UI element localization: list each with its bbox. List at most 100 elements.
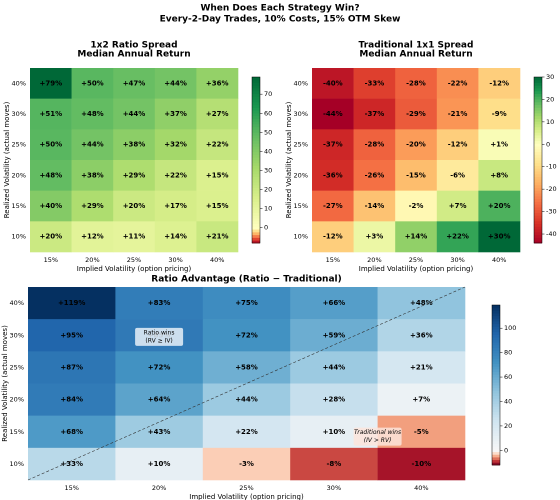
colorbar-slice <box>534 107 542 111</box>
cell-label: -20% <box>406 141 426 149</box>
colorbar-tick-label: 60 <box>264 109 272 117</box>
cell-label: -21% <box>448 110 468 118</box>
colorbar-tick-label: 20 <box>546 95 554 103</box>
colorbar-slice <box>252 179 260 183</box>
cell-label: +28% <box>323 396 346 404</box>
heatmap-cell <box>115 287 204 320</box>
cell-label: -8% <box>327 460 342 468</box>
colorbar-slice <box>252 187 260 191</box>
cell-label: -12% <box>448 141 468 149</box>
colorbar-slice <box>252 165 260 169</box>
colorbar-slice <box>534 99 542 103</box>
cell-label: +1% <box>490 141 508 149</box>
y-axis-label: Realized Volatility (actual moves) <box>285 101 293 218</box>
heatmap-cell <box>353 190 396 222</box>
colorbar-slice <box>492 403 500 407</box>
colorbar-slice <box>252 82 260 86</box>
colorbar-slice <box>252 218 260 222</box>
colorbar-slice <box>252 104 260 108</box>
colorbar-slice <box>492 313 500 317</box>
colorbar-slice <box>534 132 542 136</box>
cell-label: -37% <box>365 110 385 118</box>
colorbar-slice <box>534 90 542 94</box>
colorbar-slice <box>534 223 542 227</box>
colorbar-slice <box>492 387 500 391</box>
y-tick-label: 25% <box>10 363 24 371</box>
x-tick-label: 25% <box>127 256 141 264</box>
colorbar-tick-label: 100 <box>504 324 516 332</box>
heatmap-cell <box>395 129 438 161</box>
cell-label: +32% <box>164 141 187 149</box>
colorbar-slice <box>534 184 542 189</box>
colorbar-slice <box>534 204 542 208</box>
cell-label: +36% <box>206 79 229 87</box>
colorbar-slice <box>252 234 260 238</box>
heatmap-cell <box>115 383 204 416</box>
colorbar-slice <box>252 88 260 92</box>
heatmap-cell <box>113 98 156 130</box>
heatmap-cell <box>28 287 116 320</box>
cell-label: +75% <box>235 299 258 307</box>
colorbar-slice <box>492 321 500 325</box>
cell-label: +11% <box>123 233 146 241</box>
colorbar-slice <box>252 126 260 130</box>
x-tick-label: 40% <box>414 484 428 492</box>
heatmap-cell <box>290 351 378 384</box>
colorbar-slice <box>252 79 260 83</box>
colorbar-slice <box>492 398 500 402</box>
heatmap-cell <box>30 221 72 253</box>
colorbar-slice <box>534 231 542 236</box>
colorbar-tick-label: -20 <box>546 185 557 193</box>
colorbar-slice <box>534 179 542 183</box>
heatmap-cell <box>202 351 291 384</box>
colorbar-slice <box>252 229 260 233</box>
colorbar-slice <box>534 157 542 161</box>
colorbar-slice <box>252 90 260 94</box>
colorbar-slice <box>492 406 500 410</box>
heatmap-cell <box>353 160 396 191</box>
heatmap-cell <box>436 129 479 161</box>
cell-label: -29% <box>406 110 426 118</box>
colorbar-slice <box>492 395 500 399</box>
colorbar-slice <box>534 121 542 125</box>
colorbar-slice <box>252 195 260 200</box>
figure-title: When Does Each Strategy Win? <box>200 4 359 14</box>
heatmap-cell <box>154 221 197 253</box>
heatmap-cell <box>395 160 438 191</box>
x-tick-label: 15% <box>64 484 78 492</box>
colorbar-slice <box>492 379 500 383</box>
colorbar-tick-label: 60 <box>504 373 512 381</box>
heatmap-cell <box>71 190 114 222</box>
colorbar-slice <box>492 353 500 357</box>
heatmap-cell <box>377 319 466 352</box>
cell-label: +44% <box>323 363 346 371</box>
cell-label: -27% <box>323 202 343 210</box>
cell-label: +30% <box>488 233 511 241</box>
colorbar-slice <box>534 209 542 213</box>
y-tick-label: 25% <box>294 141 308 149</box>
colorbar-slice <box>252 237 260 241</box>
chart-title: Median Annual Return <box>77 50 190 60</box>
colorbar-slice <box>534 154 542 158</box>
y-tick-label: 15% <box>12 202 26 210</box>
colorbar-slice <box>252 190 260 194</box>
colorbar-slice <box>492 427 500 431</box>
colorbar-tick-label: -10 <box>546 163 557 171</box>
colorbar-tick-label: 10 <box>546 118 554 126</box>
cell-label: +15% <box>206 202 229 210</box>
heatmap-cell <box>71 129 114 161</box>
colorbar-slice <box>252 207 260 211</box>
heatmap-cell <box>196 221 239 253</box>
cell-label: +40% <box>39 202 62 210</box>
colorbar-slice <box>492 401 500 405</box>
heatmap-cell <box>478 129 521 161</box>
cell-label: -14% <box>365 202 385 210</box>
colorbar-slice <box>252 176 260 180</box>
colorbar-slice <box>252 154 260 158</box>
colorbar-slice <box>534 110 542 114</box>
colorbar-slice <box>492 371 500 375</box>
colorbar-tick-label: -40 <box>546 230 557 238</box>
cell-label: +50% <box>81 79 104 87</box>
y-tick-label: 40% <box>294 79 308 87</box>
colorbar-slice <box>252 115 260 119</box>
